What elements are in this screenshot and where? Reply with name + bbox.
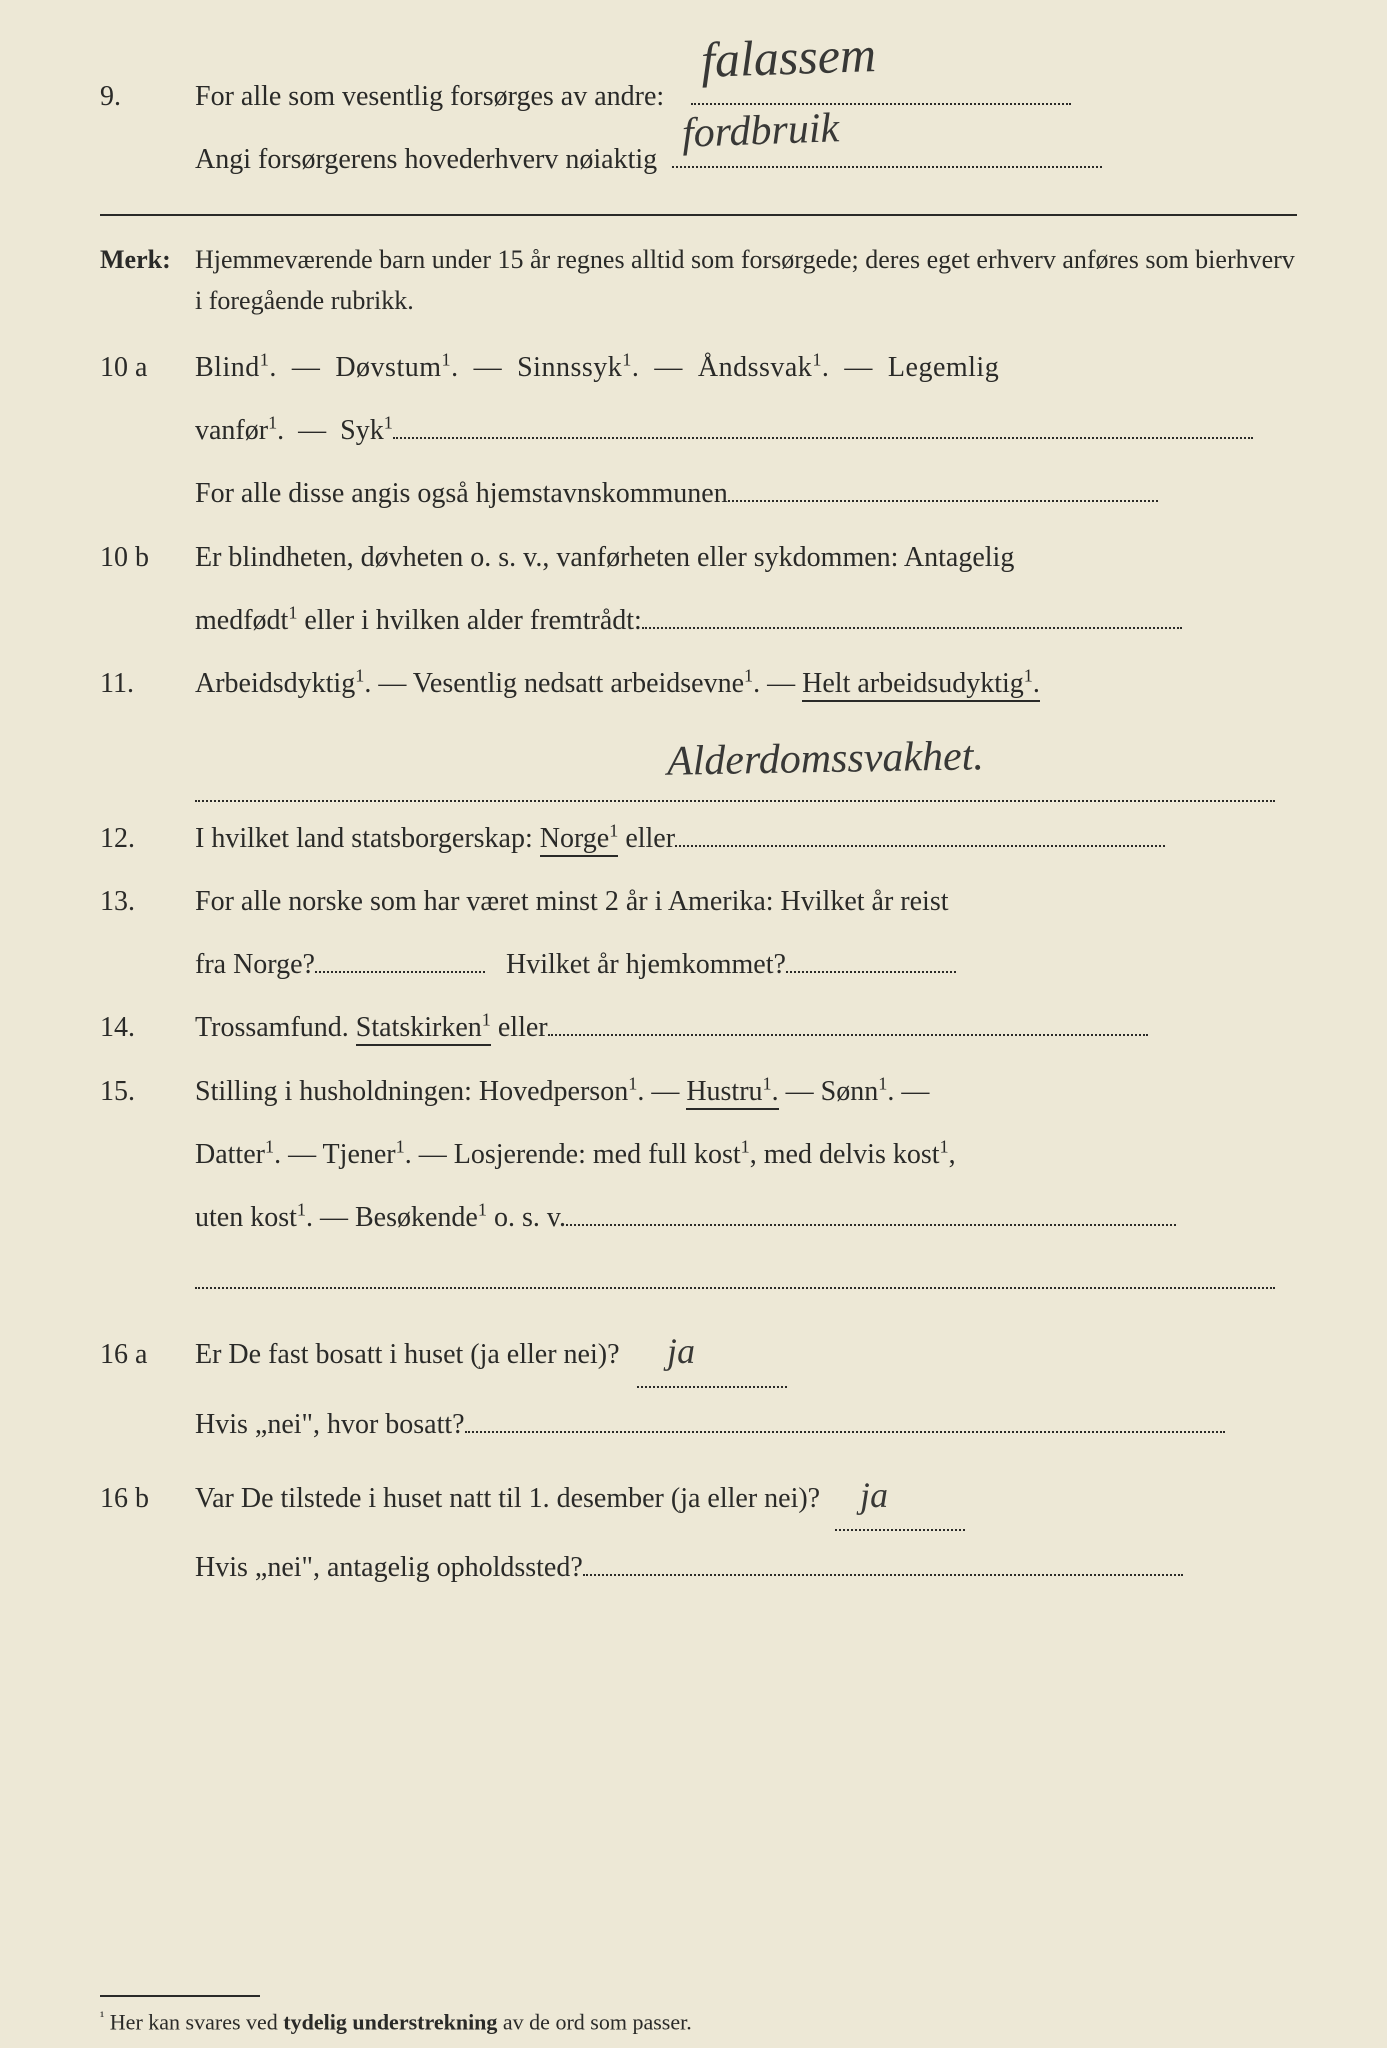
q15-blank[interactable] <box>566 1224 1176 1226</box>
question-11: 11. Arbeidsdyktig1. — Vesentlig nedsatt … <box>100 657 1297 710</box>
q14-blank[interactable] <box>548 1034 1148 1036</box>
question-10a-line3: For alle disse angis også hjemstavnskomm… <box>100 467 1297 520</box>
q10b-text-cont: medfødt1 eller i hvilken alder fremtrådt… <box>195 605 642 636</box>
question-15-line4 <box>100 1254 1297 1307</box>
q9-handwriting2: fordbruik <box>681 90 841 175</box>
question-16a: 16 a Er De fast bosatt i huset (ja eller… <box>100 1317 1297 1387</box>
q16b-blank1[interactable]: ja <box>835 1461 965 1531</box>
q15-text2: Datter1. — Tjener1. — Losjerende: med fu… <box>195 1139 956 1170</box>
footnote: ¹ Her kan svares ved tydelig understrekn… <box>100 2009 1297 2035</box>
question-12: 12. I hvilket land statsborgerskap: Norg… <box>100 812 1297 865</box>
qnum-16b: 16 b <box>100 1472 195 1525</box>
qnum-9: 9. <box>100 70 195 123</box>
question-11-hw: Alderdomssvakhet. <box>100 720 1297 802</box>
q12-selected: Norge1 <box>540 823 619 857</box>
q10a-options: Blind1. — Døvstum1. — Sinnssyk1. — Åndss… <box>195 352 999 383</box>
merk-note: Merk: Hjemmeværende barn under 15 år reg… <box>100 240 1297 321</box>
q15-text3: uten kost1. — Besøkende1 o. s. v. <box>195 1202 566 1233</box>
footnote-marker: ¹ <box>100 2009 104 2025</box>
question-10b: 10 b Er blindheten, døvheten o. s. v., v… <box>100 531 1297 584</box>
q10b-blank[interactable] <box>642 627 1182 629</box>
qnum-10a: 10 a <box>100 341 195 394</box>
question-16b-line2: Hvis „nei", antagelig opholdssted? <box>100 1541 1297 1594</box>
q11-blank[interactable]: Alderdomssvakhet. <box>195 720 1275 802</box>
census-form-page: 9. For alle som vesentlig forsørges av a… <box>0 0 1387 2048</box>
q16a-hw: ja <box>666 1317 695 1386</box>
question-10a: 10 a Blind1. — Døvstum1. — Sinnssyk1. — … <box>100 341 1297 394</box>
q10a-options-cont: vanfør1. — Syk1 <box>195 415 393 446</box>
q15-selected: Hustru1. <box>686 1076 778 1110</box>
q14-text1: Trossamfund. <box>195 1012 356 1043</box>
q10a-blank[interactable] <box>393 437 1253 439</box>
q9-blank2[interactable]: fordbruik <box>672 166 1102 168</box>
qnum-13: 13. <box>100 875 195 928</box>
q16b-text2: Hvis „nei", antagelig opholdssted? <box>195 1552 583 1583</box>
qnum-16a: 16 a <box>100 1328 195 1381</box>
q13-text2: Hvilket år hjemkommet? <box>506 949 786 980</box>
q16b-blank2[interactable] <box>583 1574 1183 1576</box>
q16b-text1: Var De tilstede i huset natt til 1. dese… <box>195 1483 820 1514</box>
q12-blank[interactable] <box>675 845 1165 847</box>
qnum-11: 11. <box>100 657 195 710</box>
footnote-separator <box>100 1995 260 1997</box>
question-16b: 16 b Var De tilstede i huset natt til 1.… <box>100 1461 1297 1531</box>
q15-blank2[interactable] <box>195 1287 1275 1289</box>
question-9-line2: Angi forsørgerens hovederhverv nøiaktig … <box>100 133 1297 186</box>
question-14: 14. Trossamfund. Statskirken1 eller <box>100 1001 1297 1054</box>
q9-label2: Angi forsørgerens hovederhverv nøiaktig <box>195 144 657 175</box>
q16a-blank2[interactable] <box>465 1431 1225 1433</box>
merk-label: Merk: <box>100 240 195 280</box>
qnum-15: 15. <box>100 1065 195 1118</box>
question-13-line2: fra Norge? Hvilket år hjemkommet? <box>100 938 1297 991</box>
question-10a-line2: vanfør1. — Syk1 <box>100 404 1297 457</box>
question-15: 15. Stilling i husholdningen: Hovedperso… <box>100 1065 1297 1118</box>
q9-text2: Angi forsørgerens hovederhverv nøiaktig … <box>195 133 1297 186</box>
qnum-12: 12. <box>100 812 195 865</box>
q13-text: For alle norske som har været minst 2 år… <box>195 886 949 917</box>
q11-text: Arbeidsdyktig1. — Vesentlig nedsatt arbe… <box>195 668 1040 699</box>
q10a-text2: For alle disse angis også hjemstavnskomm… <box>195 478 728 509</box>
q16a-text1: Er De fast bosatt i huset (ja eller nei)… <box>195 1339 620 1370</box>
q11-handwriting: Alderdomssvakhet. <box>666 717 984 802</box>
question-10b-line2: medfødt1 eller i hvilken alder fremtrådt… <box>100 594 1297 647</box>
q13-blank1[interactable] <box>315 971 485 973</box>
q10a-blank2[interactable] <box>728 500 1158 502</box>
footnote-text: Her kan svares ved tydelig understreknin… <box>110 2009 692 2034</box>
qnum-10b: 10 b <box>100 531 195 584</box>
merk-text: Hjemmeværende barn under 15 år regnes al… <box>195 240 1297 321</box>
question-15-line2: Datter1. — Tjener1. — Losjerende: med fu… <box>100 1128 1297 1181</box>
q11-selected: Helt arbeidsudyktig1. <box>802 668 1040 702</box>
q9-label1: For alle som vesentlig forsørges av andr… <box>195 81 664 112</box>
section-divider <box>100 214 1297 216</box>
question-15-line3: uten kost1. — Besøkende1 o. s. v. <box>100 1191 1297 1244</box>
q15-text: Stilling i husholdningen: Hovedperson1. … <box>195 1076 929 1107</box>
q16a-blank1[interactable]: ja <box>637 1317 787 1387</box>
question-13: 13. For alle norske som har været minst … <box>100 875 1297 928</box>
q16b-hw: ja <box>860 1461 889 1530</box>
question-16a-line2: Hvis „nei", hvor bosatt? <box>100 1398 1297 1451</box>
q12-text1: I hvilket land statsborgerskap: <box>195 823 540 854</box>
q13-text1b: fra Norge? <box>195 949 315 980</box>
q10b-text: Er blindheten, døvheten o. s. v., vanfør… <box>195 542 1014 573</box>
q16a-text2: Hvis „nei", hvor bosatt? <box>195 1409 465 1440</box>
qnum-14: 14. <box>100 1001 195 1054</box>
q12-text2: eller <box>625 823 675 854</box>
q13-blank2[interactable] <box>786 971 956 973</box>
q14-selected: Statskirken1 <box>356 1012 491 1046</box>
q14-text2: eller <box>498 1012 548 1043</box>
